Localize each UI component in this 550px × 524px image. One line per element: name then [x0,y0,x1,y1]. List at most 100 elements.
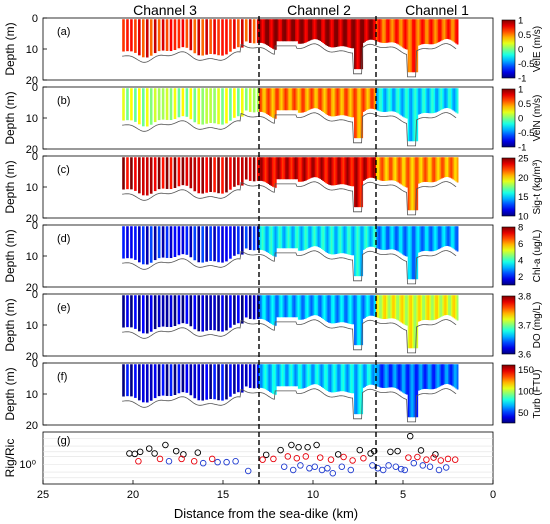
data-column [331,19,333,48]
data-column [248,88,252,112]
data-column [377,364,380,387]
data-column [384,226,387,250]
data-column [364,19,366,42]
colorbar-tick-label: 8 [518,223,523,234]
data-column [282,88,284,111]
data-column [354,364,356,415]
data-column [307,88,310,111]
panel-label: (d) [57,233,70,245]
data-column [419,226,422,252]
data-column [409,295,411,349]
data-column [181,157,185,186]
data-column [352,226,355,256]
data-column [352,364,355,394]
data-column [165,226,169,258]
data-column [399,157,401,184]
data-column [450,19,453,41]
data-column [371,364,374,385]
scatter-point [165,458,173,465]
data-column [445,19,447,40]
data-column [286,19,289,42]
data-column [393,157,396,181]
data-column [390,364,393,388]
scatter-point [406,432,414,440]
data-column [279,157,281,180]
data-column [396,295,398,320]
data-column [399,295,401,322]
data-column [269,364,271,392]
data-column [293,226,296,249]
data-column [122,88,125,121]
data-column [213,364,216,400]
data-column [413,157,416,211]
data-column [394,226,397,251]
data-column [205,88,208,124]
data-column [279,19,281,42]
data-column [161,19,165,51]
data-column [286,295,289,318]
data-segment-2 [376,295,459,349]
data-column [279,88,281,111]
data-column [282,364,284,387]
data-column [122,226,125,259]
data-column [322,157,325,182]
data-column [312,157,315,178]
data-column [342,88,345,116]
data-column [386,364,388,388]
data-column [325,295,328,322]
scatter-point [437,457,445,464]
data-column [209,295,212,330]
data-column [169,88,173,121]
data-column [372,364,375,386]
data-column [401,19,404,48]
data-column [161,157,165,189]
data-column [397,364,400,390]
data-column [269,19,271,47]
data-column [299,19,302,44]
data-column [165,364,169,396]
data-column [209,226,212,261]
data-column [359,88,362,139]
data-column [244,364,248,387]
data-column [323,157,326,183]
data-column [169,19,173,52]
data-column [400,19,403,47]
data-column [430,157,433,183]
data-column [217,364,220,401]
data-column [261,88,264,113]
data-column [197,88,201,125]
data-column [365,88,368,110]
data-column [335,226,338,255]
data-column [319,157,322,179]
data-column [374,226,377,248]
data-column [271,364,274,394]
data-column [401,226,404,255]
data-segment-0 [122,364,260,403]
data-column [380,157,383,181]
data-column [368,226,371,247]
data-column [293,295,296,318]
data-column [351,226,353,256]
data-column [387,295,390,319]
data-column [233,157,236,187]
data-column [359,295,362,346]
data-column [456,88,459,114]
data-column [367,295,369,317]
data-column [449,226,452,247]
data-column [201,226,204,263]
data-column [359,157,362,208]
data-column [320,19,323,42]
data-column [404,88,407,119]
colorbar-tick-label: 6 [518,239,523,250]
data-column [452,364,455,387]
data-column [397,226,400,252]
panel-label: (g) [57,435,70,447]
data-column [380,226,383,250]
data-column [409,19,411,73]
data-column [169,364,173,397]
data-column [387,88,390,112]
data-column [345,157,348,185]
data-column [388,226,391,250]
seabed-profile [122,250,457,285]
data-column [356,226,359,277]
